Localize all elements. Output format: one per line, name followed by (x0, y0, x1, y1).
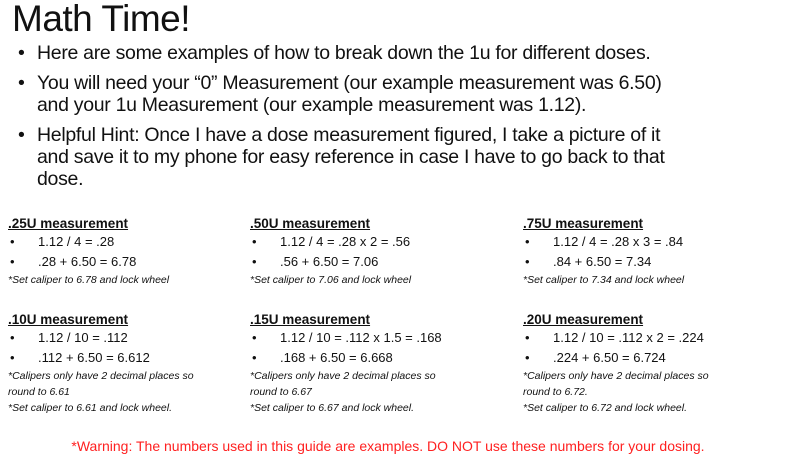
calculation-text: 1.12 / 10 = .112 x 2 = .224 (553, 330, 704, 345)
calculation-item: • 1.12 / 4 = .28 x 2 = .56 (250, 232, 520, 252)
calculation-text: 1.12 / 10 = .112 (38, 330, 128, 345)
calculation-item: • .56 + 6.50 = 7.06 (250, 252, 520, 272)
bullet-dot-icon: • (525, 330, 530, 345)
bullet-dot-icon: • (252, 330, 257, 345)
bullet-line: dose. (37, 168, 84, 190)
calculation-item: • 1.12 / 10 = .112 (8, 328, 278, 348)
caliper-note: *Set caliper to 6.61 and lock wheel. (8, 402, 173, 414)
bullet-dot-icon: • (10, 234, 15, 249)
bullet-line: and your 1u Measurement (our example mea… (37, 94, 587, 116)
bullet-item: • Helpful Hint: Once I have a dose measur… (18, 124, 798, 190)
measurement-box: .75U measurement • 1.12 / 4 = .28 x 3 = .8… (523, 216, 793, 288)
calculation-item: • .168 + 6.50 = 6.668 (250, 348, 520, 368)
caliper-note: round to 6.61 (8, 386, 70, 398)
calculation-text: .56 + 6.50 = 7.06 (280, 254, 379, 269)
calculation-item: • 1.12 / 10 = .112 x 1.5 = .168 (250, 328, 520, 348)
caliper-note: round to 6.67 (250, 386, 312, 398)
caliper-note: *Set caliper to 6.72 and lock wheel. (523, 402, 688, 414)
calculation-text: 1.12 / 10 = .112 x 1.5 = .168 (280, 330, 442, 345)
caliper-note: *Set caliper to 7.06 and lock wheel (250, 274, 412, 286)
calculation-item: • .28 + 6.50 = 6.78 (8, 252, 278, 272)
calculation-item: • .224 + 6.50 = 6.724 (523, 348, 793, 368)
measurement-heading: .25U measurement (8, 216, 129, 231)
calculation-item: • 1.12 / 10 = .112 x 2 = .224 (523, 328, 793, 348)
bullet-dot-icon: • (18, 72, 25, 94)
calculation-text: .28 + 6.50 = 6.78 (38, 254, 137, 269)
calculation-text: 1.12 / 4 = .28 x 3 = .84 (553, 234, 684, 249)
bullet-dot-icon: • (10, 350, 15, 365)
bullet-dot-icon: • (252, 234, 257, 249)
bullet-dot-icon: • (525, 254, 530, 269)
calculation-text: 1.12 / 4 = .28 x 2 = .56 (280, 234, 411, 249)
calculation-text: 1.12 / 4 = .28 (38, 234, 115, 249)
measurement-heading: .75U measurement (523, 216, 644, 231)
caliper-note: round to 6.72. (523, 386, 588, 398)
bullet-dot-icon: • (525, 234, 530, 249)
bullet-dot-icon: • (525, 350, 530, 365)
bullet-line: and save it to my phone for easy referen… (37, 146, 665, 168)
bullet-item: • You will need your “0” Measurement (our… (18, 72, 798, 116)
caliper-note: *Set caliper to 6.67 and lock wheel. (250, 402, 415, 414)
calculation-item: • .112 + 6.50 = 6.612 (8, 348, 278, 368)
measurement-box: .25U measurement • 1.12 / 4 = .28 • .28 + 6.… (8, 216, 278, 288)
measurement-box: .15U measurement • 1.12 / 10 = .112 x 1.5 … (250, 312, 520, 416)
caliper-note: *Calipers only have 2 decimal places so (523, 370, 709, 382)
bullet-dot-icon: • (252, 254, 257, 269)
calculation-item: • 1.12 / 4 = .28 (8, 232, 278, 252)
calculation-text: .112 + 6.50 = 6.612 (38, 350, 150, 365)
calculation-text: .224 + 6.50 = 6.724 (553, 350, 666, 365)
bullet-line: You will need your “0” Measurement (our … (37, 72, 662, 94)
bullet-item: • Here are some examples of how to break … (18, 42, 798, 64)
bullet-line: Helpful Hint: Once I have a dose measure… (37, 124, 661, 146)
bullet-dot-icon: • (10, 254, 15, 269)
measurement-heading: .20U measurement (523, 312, 644, 327)
bullet-line: Here are some examples of how to break d… (37, 42, 651, 64)
measurement-box: .20U measurement • 1.12 / 10 = .112 x 2 = … (523, 312, 793, 416)
measurement-heading: .15U measurement (250, 312, 371, 327)
slide-title: Math Time! (12, 0, 191, 39)
measurement-box: .10U measurement • 1.12 / 10 = .112 • .112 +… (8, 312, 278, 416)
warning-text: *Warning: The numbers used in this guide… (71, 438, 705, 454)
caliper-note: *Calipers only have 2 decimal places so (250, 370, 436, 382)
bullet-dot-icon: • (18, 42, 25, 64)
calculation-text: .168 + 6.50 = 6.668 (280, 350, 393, 365)
calculation-text: .84 + 6.50 = 7.34 (553, 254, 652, 269)
bullet-dot-icon: • (252, 350, 257, 365)
calculation-item: • .84 + 6.50 = 7.34 (523, 252, 793, 272)
measurement-box: .50U measurement • 1.12 / 4 = .28 x 2 = .5… (250, 216, 520, 288)
caliper-note: *Set caliper to 6.78 and lock wheel (8, 274, 170, 286)
bullet-dot-icon: • (18, 124, 25, 146)
caliper-note: *Set caliper to 7.34 and lock wheel (523, 274, 685, 286)
caliper-note: *Calipers only have 2 decimal places so (8, 370, 194, 382)
calculation-item: • 1.12 / 4 = .28 x 3 = .84 (523, 232, 793, 252)
measurement-heading: .10U measurement (8, 312, 129, 327)
bullet-dot-icon: • (10, 330, 15, 345)
measurement-heading: .50U measurement (250, 216, 371, 231)
bullet-list: • Here are some examples of how to break … (18, 42, 798, 198)
